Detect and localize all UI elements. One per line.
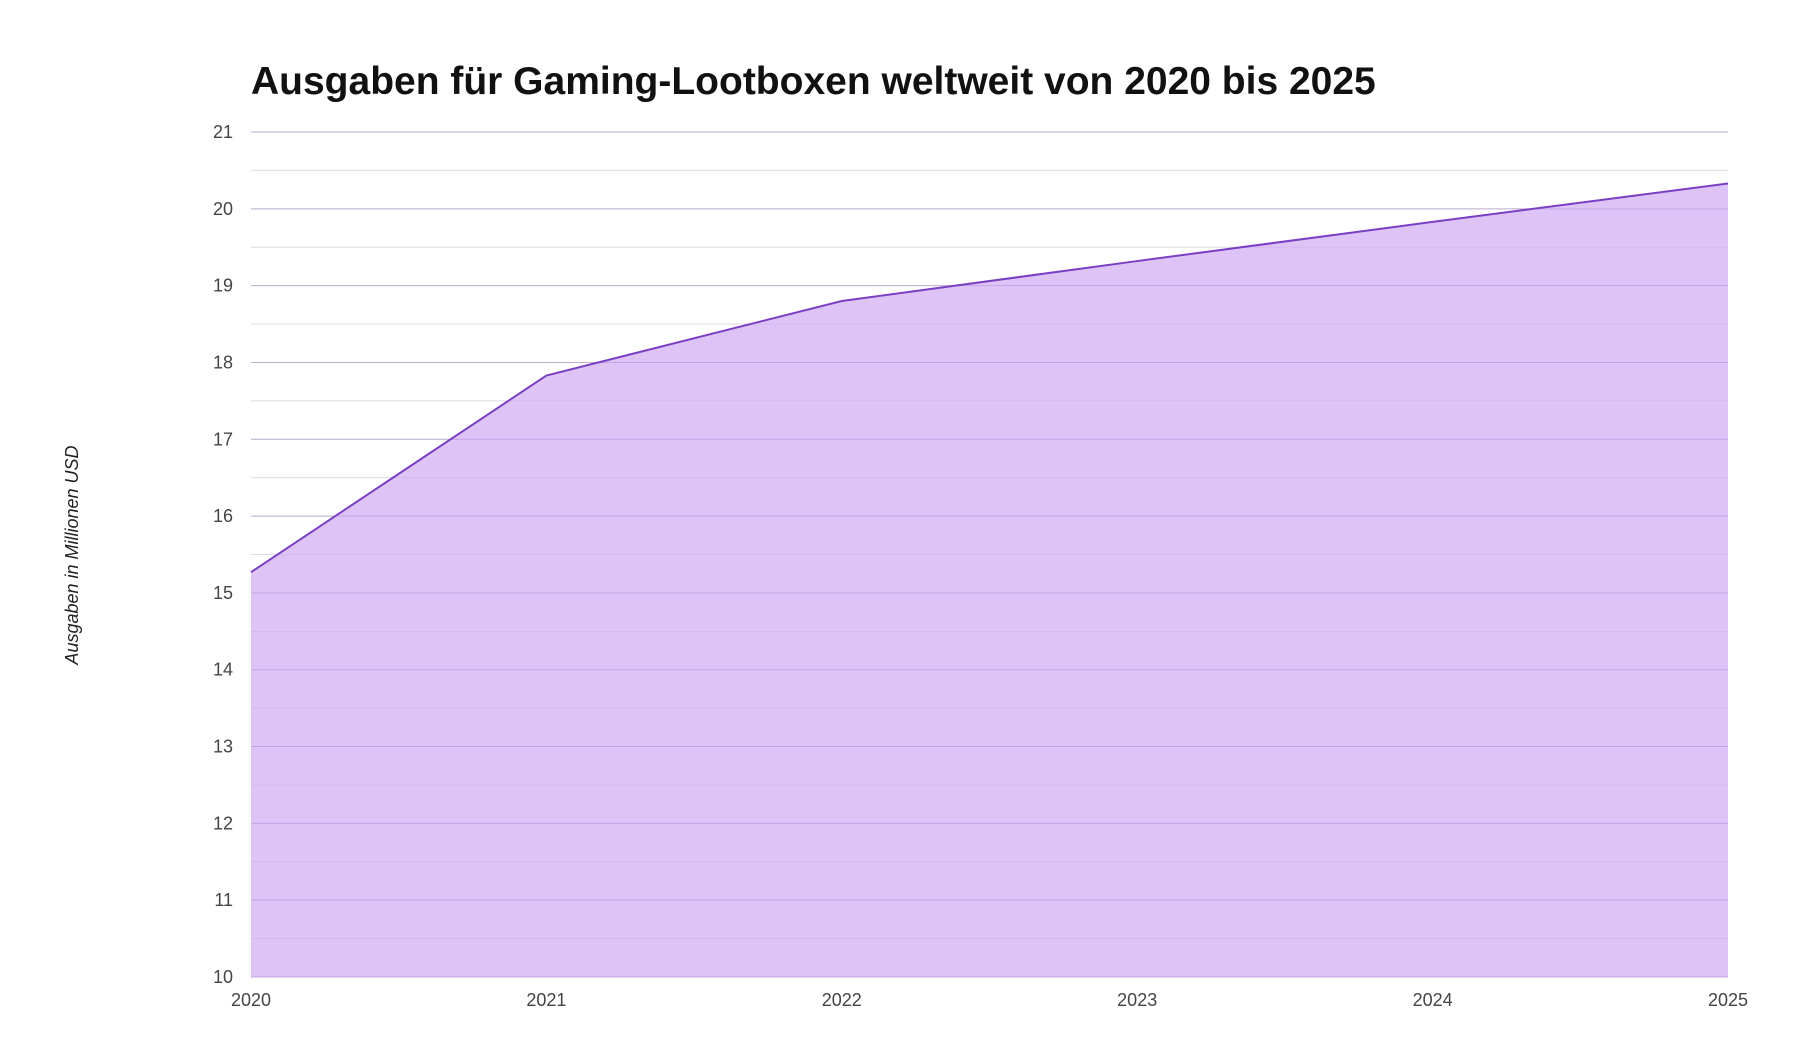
x-tick-label: 2025 — [1708, 990, 1748, 1010]
x-tick-label: 2023 — [1117, 990, 1157, 1010]
y-tick-label: 15 — [213, 583, 233, 603]
y-tick-label: 19 — [213, 276, 233, 296]
y-tick-label: 17 — [213, 429, 233, 449]
y-tick-label: 20 — [213, 199, 233, 219]
y-tick-label: 18 — [213, 352, 233, 372]
y-tick-label: 21 — [213, 122, 233, 142]
chart-title: Ausgaben für Gaming-Lootboxen weltweit v… — [251, 60, 1376, 103]
x-tick-label: 2024 — [1413, 990, 1453, 1010]
x-axis-ticks: 2020 2021 2022 2023 2024 2025 — [231, 990, 1748, 1010]
x-tick-label: 2021 — [526, 990, 566, 1010]
x-tick-label: 2020 — [231, 990, 271, 1010]
area-fill — [251, 183, 1728, 977]
y-tick-label: 10 — [213, 967, 233, 987]
y-tick-label: 13 — [213, 737, 233, 757]
y-tick-label: 16 — [213, 506, 233, 526]
y-axis-label: Ausgaben in Millionen USD — [62, 445, 82, 665]
y-tick-label: 12 — [213, 813, 233, 833]
y-tick-label: 11 — [214, 890, 233, 910]
x-tick-label: 2022 — [822, 990, 862, 1010]
y-tick-label: 14 — [213, 660, 233, 680]
y-axis-ticks: 10 11 12 13 14 15 16 17 18 19 20 21 — [213, 122, 233, 987]
area-series — [250, 131, 1729, 978]
series-line — [250, 182, 1729, 574]
